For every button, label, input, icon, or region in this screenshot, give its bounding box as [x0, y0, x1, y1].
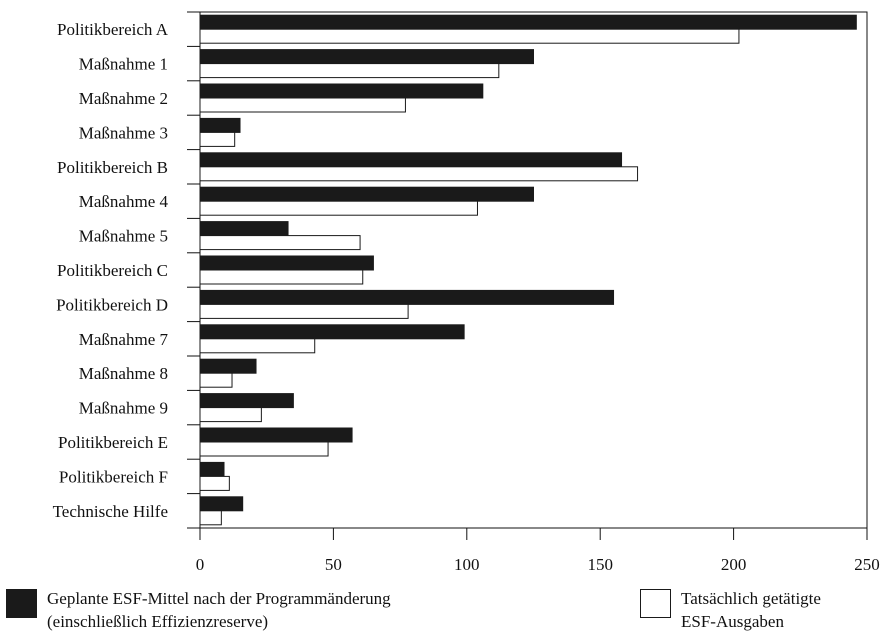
- legend-actual-line-1: Tatsächlich getätigte: [681, 589, 821, 608]
- category-label-technische-hilfe: Technische Hilfe: [53, 502, 168, 521]
- bar-actual-massnahme-9: [199, 407, 262, 423]
- x-axis-ticks: 0 50 100 150 200 250: [196, 528, 880, 574]
- bar-planned-politikbereich-a: [199, 14, 857, 30]
- bar-planned-politikbereich-f: [199, 461, 225, 477]
- bar-planned-massnahme-3: [199, 117, 241, 133]
- bar-planned-massnahme-7: [199, 324, 465, 340]
- x-tick-label: 200: [721, 555, 747, 574]
- category-label-massnahme-8: Maßnahme 8: [79, 364, 168, 383]
- legend-swatch-actual: [640, 589, 671, 618]
- category-label-massnahme-2: Maßnahme 2: [79, 89, 168, 108]
- bar-planned-technische-hilfe: [199, 496, 244, 512]
- bar-actual-technische-hilfe: [199, 510, 222, 526]
- x-tick-label: 50: [325, 555, 342, 574]
- legend-swatch-planned: [6, 589, 37, 618]
- bar-planned-politikbereich-e: [199, 427, 353, 443]
- bar-planned-massnahme-1: [199, 49, 534, 65]
- bar-actual-politikbereich-a: [199, 28, 740, 44]
- bar-actual-massnahme-3: [199, 131, 236, 147]
- category-label-politikbereich-d: Politikbereich D: [56, 295, 168, 314]
- category-label-politikbereich-a: Politikbereich A: [57, 20, 169, 39]
- x-tick-label: 100: [454, 555, 480, 574]
- x-tick-label: 150: [587, 555, 613, 574]
- x-tick-label: 0: [196, 555, 205, 574]
- category-label-massnahme-3: Maßnahme 3: [79, 123, 168, 142]
- bar-actual-massnahme-4: [199, 200, 478, 216]
- bar-actual-politikbereich-e: [199, 441, 329, 457]
- category-ticks: Politikbereich A Maßnahme 1 Maßnahme 2 Maßn…: [53, 11, 200, 529]
- bar-planned-massnahme-4: [199, 186, 534, 202]
- category-label-massnahme-1: Maßnahme 1: [79, 55, 168, 74]
- bar-planned-massnahme-5: [199, 221, 289, 237]
- bar-actual-politikbereich-c: [199, 269, 364, 285]
- bar-actual-massnahme-1: [199, 63, 500, 79]
- bar-actual-politikbereich-f: [199, 475, 230, 491]
- bar-planned-massnahme-8: [199, 358, 257, 374]
- category-label-massnahme-4: Maßnahme 4: [79, 192, 169, 211]
- bar-actual-politikbereich-b: [199, 166, 639, 182]
- category-label-politikbereich-c: Politikbereich C: [57, 261, 168, 280]
- bar-planned-politikbereich-b: [199, 152, 623, 168]
- bar-actual-massnahme-7: [199, 338, 316, 354]
- bar-actual-massnahme-2: [199, 97, 406, 113]
- category-label-politikbereich-f: Politikbereich F: [59, 467, 168, 486]
- bar-planned-massnahme-9: [199, 393, 294, 409]
- legend-label-planned: Geplante ESF-Mittel nach der Programmänd…: [47, 587, 391, 633]
- legend-label-actual: Tatsächlich getätigte ESF-Ausgaben: [681, 587, 821, 633]
- bar-planned-massnahme-2: [199, 83, 484, 99]
- legend-planned-line-2: (einschließlich Effizienzreserve): [47, 612, 269, 631]
- bar-actual-politikbereich-d: [199, 303, 409, 319]
- bar-actual-massnahme-5: [199, 235, 361, 251]
- category-label-massnahme-7: Maßnahme 7: [79, 330, 169, 349]
- legend-planned-line-1: Geplante ESF-Mittel nach der Programmänd…: [47, 589, 391, 608]
- bar-planned-politikbereich-d: [199, 289, 615, 305]
- x-tick-label: 250: [854, 555, 880, 574]
- bar-actual-massnahme-8: [199, 372, 233, 388]
- bars-group: [199, 14, 857, 526]
- category-label-massnahme-9: Maßnahme 9: [79, 399, 168, 418]
- legend-actual-line-2: ESF-Ausgaben: [681, 612, 784, 631]
- category-label-politikbereich-b: Politikbereich B: [57, 158, 168, 177]
- category-label-politikbereich-e: Politikbereich E: [58, 433, 168, 452]
- category-label-massnahme-5: Maßnahme 5: [79, 227, 168, 246]
- bar-planned-politikbereich-c: [199, 255, 374, 271]
